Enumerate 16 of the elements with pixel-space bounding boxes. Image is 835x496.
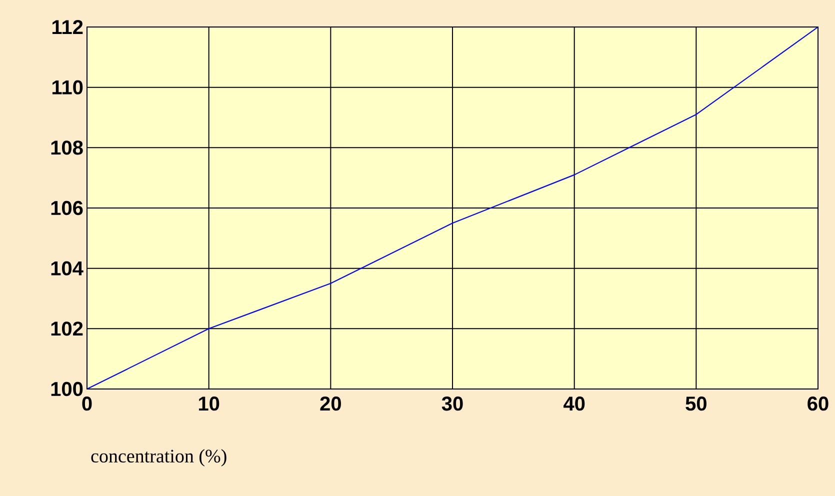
x-tick-label: 30 [442,396,463,411]
x-tick-label: 20 [320,396,341,411]
x-tick-label: 40 [564,396,585,411]
x-axis-title: concentration (%) [91,449,226,466]
x-tick-label: 50 [686,396,706,411]
y-tick-label: 106 [51,200,83,216]
y-tick-label: 112 [52,20,83,34]
line-series [87,27,818,389]
y-tick-label: 108 [51,140,83,155]
y-tick-label: 100 [51,382,83,396]
y-tick-label: 104 [51,261,84,276]
x-tick-label: 60 [808,396,828,411]
y-tick-label: 102 [51,322,83,336]
x-tick-label: 10 [198,396,220,411]
y-tick-label: 110 [52,80,83,94]
x-tick-label: 0 [82,396,92,411]
